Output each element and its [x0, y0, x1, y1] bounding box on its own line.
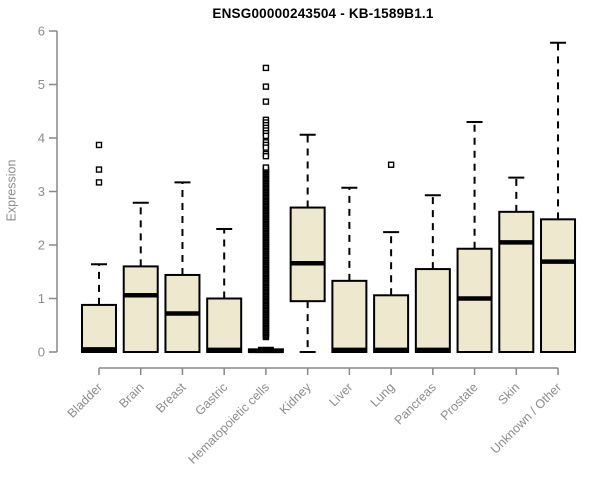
x-axis-tick-label: Unknown / Other [488, 380, 564, 456]
x-axis-tick-label: Gastric [192, 380, 230, 418]
outlier-point [262, 144, 270, 151]
box [414, 268, 451, 354]
y-axis-tick-label: 2 [38, 238, 45, 253]
outlier-point [262, 152, 270, 160]
box [540, 218, 577, 353]
box [498, 210, 535, 353]
x-axis-tick-label: Hematopoietic cells [185, 380, 272, 467]
x-axis-tick-label: Brain [116, 380, 147, 411]
outlier-point [262, 83, 270, 90]
outlier-point [95, 141, 103, 149]
box [206, 297, 243, 353]
y-axis-tick-label: 5 [38, 77, 45, 92]
x-axis-tick-label: Pancreas [392, 380, 439, 427]
box [81, 303, 117, 354]
x-axis-tick-label: Lung [368, 380, 398, 410]
chart-title: ENSG00000243504 - KB-1589B1.1 [212, 6, 434, 21]
y-axis-tick-label: 6 [38, 24, 45, 39]
outlier-point [262, 132, 270, 140]
outlier-point [262, 164, 270, 171]
outlier-point [95, 179, 103, 186]
outlier-point [387, 161, 395, 168]
outlier-point [262, 98, 270, 105]
x-axis-tick-label: Bladder [65, 380, 105, 420]
x-axis-tick-label: Liver [326, 380, 355, 409]
x-axis-tick-label: Prostate [438, 380, 481, 423]
box [331, 279, 368, 353]
box [289, 206, 326, 303]
box [122, 265, 159, 353]
y-axis-tick-label: 4 [38, 131, 45, 146]
y-axis-tick-label: 1 [38, 291, 45, 306]
y-axis-tick-label: 3 [38, 184, 45, 199]
y-axis-tick-label: 0 [38, 345, 45, 360]
x-axis-tick-label: Kidney [277, 380, 314, 417]
outlier-point [262, 64, 270, 72]
x-axis-tick-label: Skin [495, 380, 522, 407]
box [373, 294, 410, 354]
x-axis-tick-label: Breast [153, 380, 189, 416]
outlier-point [95, 166, 103, 173]
